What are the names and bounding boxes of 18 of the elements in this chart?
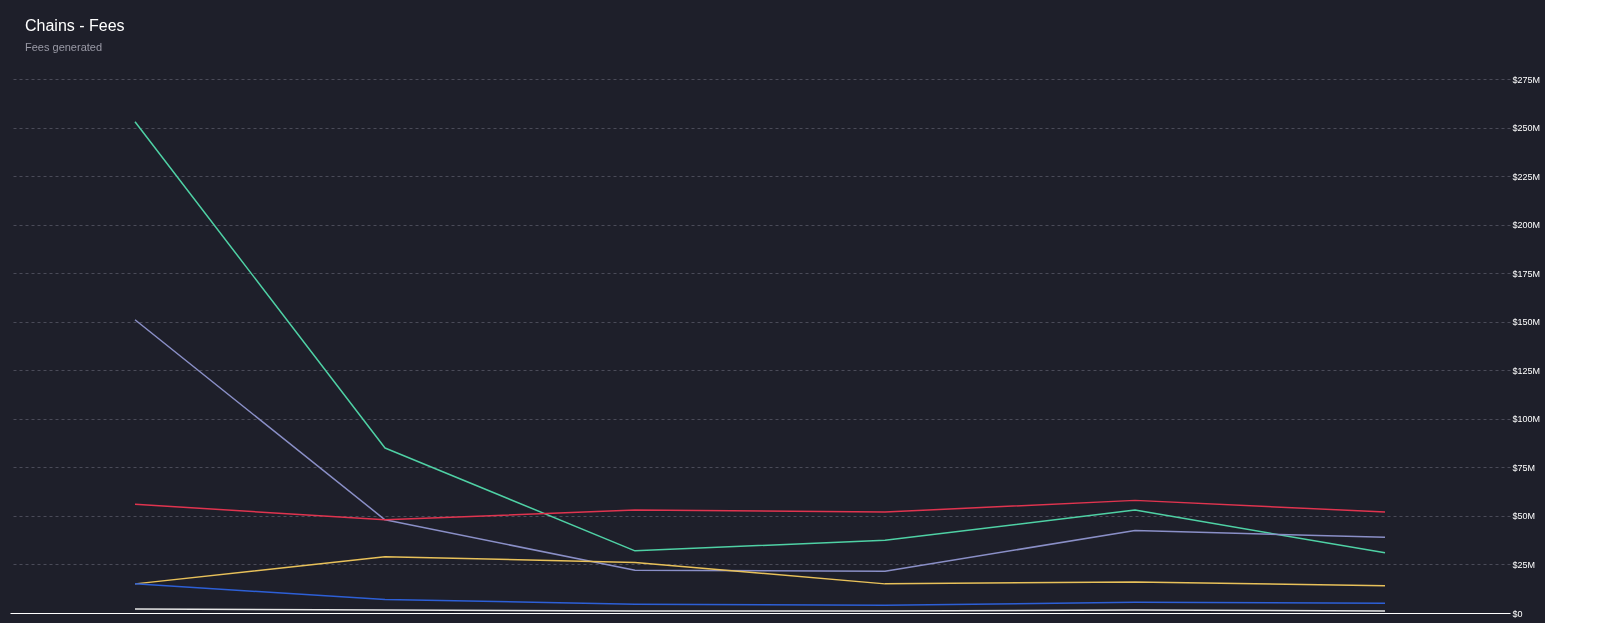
- line-series: [134, 120, 1386, 554]
- y-tick-label: $0: [1512, 608, 1523, 619]
- chart-subtitle: Fees generated: [25, 41, 103, 53]
- y-tick-label: $250M: [1512, 123, 1541, 134]
- y-tick-label: $200M: [1512, 220, 1541, 231]
- y-tick-label: $25M: [1512, 559, 1536, 570]
- line-series: [134, 583, 1386, 606]
- line-series: [134, 319, 1386, 572]
- chart-title: Chains - Fees: [25, 17, 125, 34]
- y-tick-label: $175M: [1512, 268, 1541, 279]
- y-tick-label: $150M: [1512, 317, 1541, 328]
- y-tick-label: $125M: [1512, 365, 1541, 376]
- y-tick-label: $50M: [1512, 511, 1536, 522]
- line-series: [134, 499, 1386, 521]
- y-tick-label: $75M: [1512, 462, 1536, 473]
- y-tick-label: $225M: [1512, 171, 1541, 182]
- y-tick-label: $100M: [1512, 414, 1541, 425]
- y-tick-label: $275M: [1512, 74, 1541, 85]
